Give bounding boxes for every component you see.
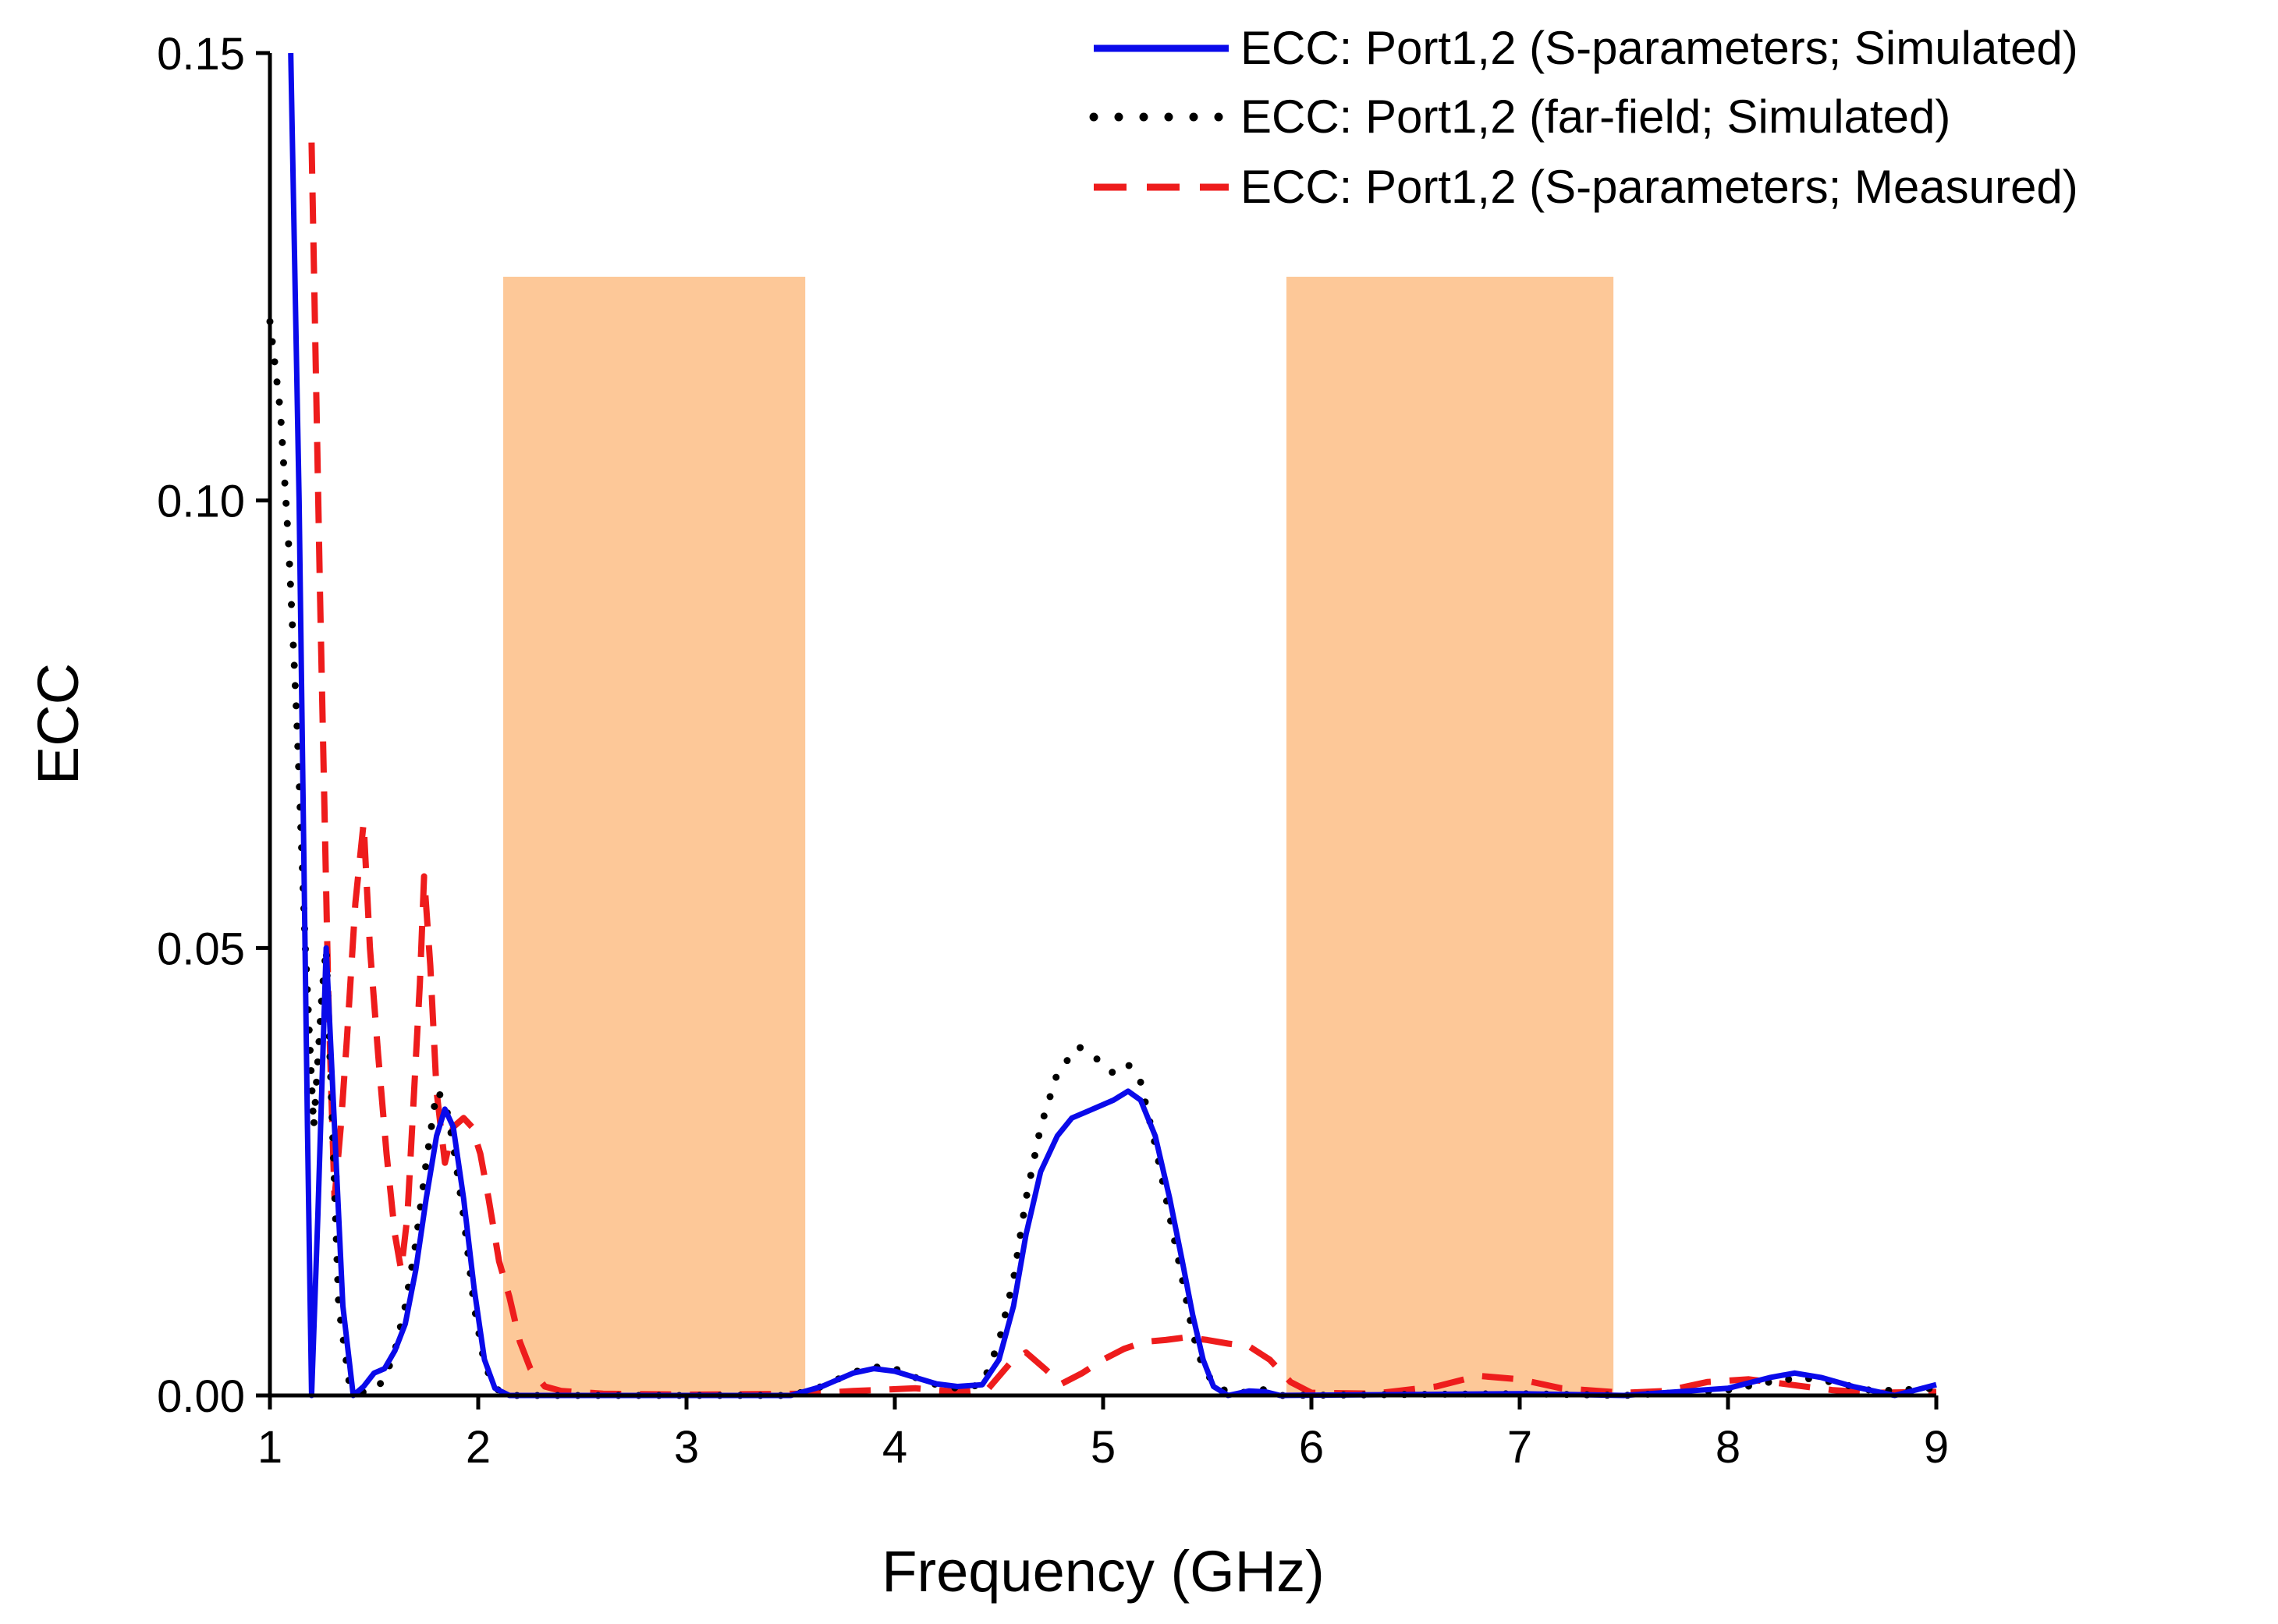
x-tick-label: 4 — [882, 1422, 907, 1473]
legend-label: ECC: Port1,2 (S-parameters; Simulated) — [1240, 22, 2078, 74]
y-axis-title: ECC — [26, 663, 90, 785]
legend-label: ECC: Port1,2 (S-parameters; Measured) — [1240, 161, 2078, 213]
y-tick-label: 0.15 — [157, 29, 245, 80]
x-tick-label: 3 — [674, 1422, 699, 1473]
x-tick-label: 1 — [257, 1422, 282, 1473]
legend-label: ECC: Port1,2 (far-field; Simulated) — [1240, 90, 1950, 143]
shaded-band — [503, 276, 806, 1395]
series-line-solid — [288, 52, 1937, 1399]
x-tick-label: 2 — [466, 1422, 491, 1473]
x-ticks: 1 2 3 4 5 6 7 8 9 — [257, 1395, 1949, 1473]
x-tick-label: 9 — [1924, 1422, 1949, 1473]
shaded-band — [1286, 276, 1614, 1395]
x-tick-label: 6 — [1299, 1422, 1324, 1473]
x-tick-label: 7 — [1507, 1422, 1532, 1473]
x-tick-label: 8 — [1716, 1422, 1740, 1473]
x-axis-title: Frequency (GHz) — [882, 1539, 1324, 1604]
legend: ECC: Port1,2 (S-parameters; Simulated) E… — [1089, 22, 2078, 213]
y-tick-label: 0.05 — [157, 924, 245, 974]
y-ticks: 0.00 0.05 0.10 0.15 — [157, 29, 270, 1422]
x-tick-label: 5 — [1091, 1422, 1116, 1473]
shaded-bands — [503, 276, 1614, 1395]
y-tick-label: 0.00 — [157, 1371, 245, 1422]
y-tick-label: 0.10 — [157, 477, 245, 527]
